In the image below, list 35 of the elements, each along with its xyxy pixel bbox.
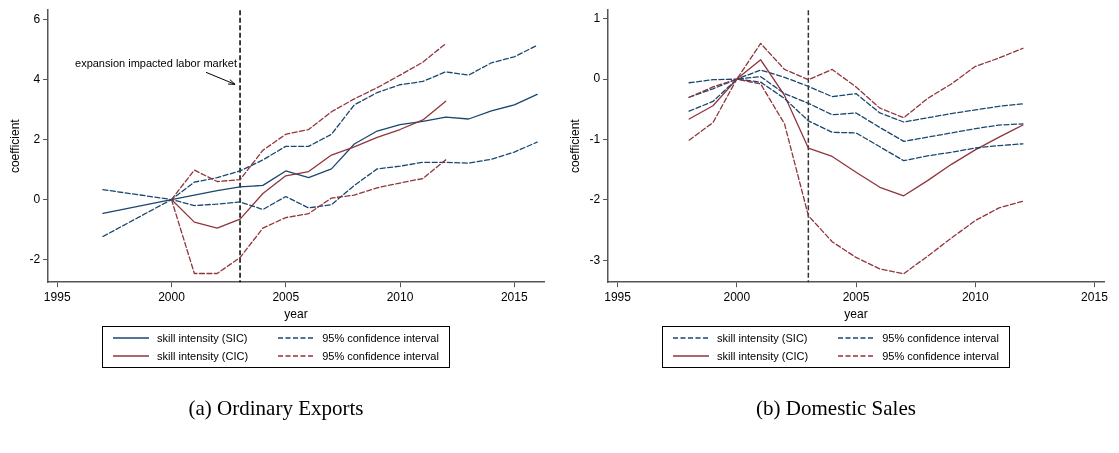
x-tick-label: 2010 xyxy=(386,289,414,304)
x-tick-label: 2005 xyxy=(842,289,870,304)
x-tick-label: 2015 xyxy=(1081,289,1109,304)
y-tick-label: 6 xyxy=(33,11,41,26)
y-tick-label: -2 xyxy=(589,192,601,207)
x-tick-label: 2015 xyxy=(500,289,528,304)
y-tick-label: -1 xyxy=(589,131,601,146)
legend-label: 95% confidence interval xyxy=(882,350,999,362)
annotation: expansion impacted labor market xyxy=(75,57,238,70)
y-tick-label: 0 xyxy=(593,71,601,86)
x-tick-label: 2000 xyxy=(723,289,751,304)
legend-label: skill intensity (SIC) xyxy=(157,332,248,344)
legend-label: 95% confidence interval xyxy=(322,350,439,362)
text: (a) Ordinary Exports xyxy=(187,396,365,421)
y-axis-title: coefficient xyxy=(7,118,22,174)
x-axis-title: year xyxy=(284,307,308,322)
legend-label: 95% confidence interval xyxy=(322,332,439,344)
y-axis-title: coefficient xyxy=(567,118,582,174)
x-tick-label: 2005 xyxy=(272,289,300,304)
text: (b) Domestic Sales xyxy=(755,396,917,421)
x-tick-label: 2000 xyxy=(158,289,186,304)
legend-label: skill intensity (CIC) xyxy=(157,350,249,362)
x-axis-title: year xyxy=(844,307,868,322)
y-tick-label: 4 xyxy=(33,71,41,86)
x-tick-label: 1995 xyxy=(43,289,71,304)
x-tick-label: 2010 xyxy=(961,289,989,304)
legend-label: 95% confidence interval xyxy=(882,332,999,344)
x-tick-label: 1995 xyxy=(604,289,632,304)
y-tick-label: -2 xyxy=(29,251,41,266)
y-tick-label: 0 xyxy=(33,191,41,206)
y-tick-label: 2 xyxy=(33,131,41,146)
y-tick-label: -3 xyxy=(589,252,601,267)
legend-label: skill intensity (CIC) xyxy=(717,350,809,362)
y-tick-label: 1 xyxy=(593,10,601,25)
legend-label: skill intensity (SIC) xyxy=(717,332,808,344)
